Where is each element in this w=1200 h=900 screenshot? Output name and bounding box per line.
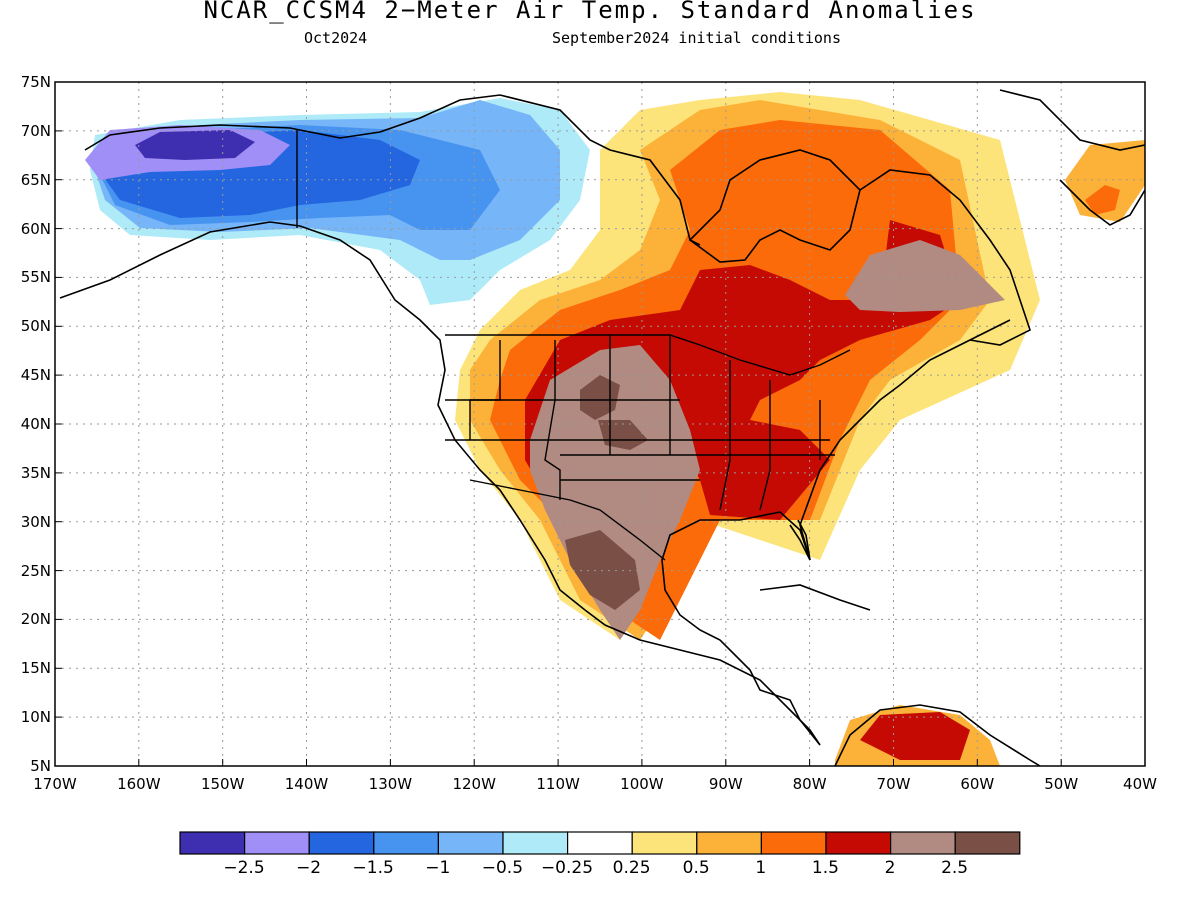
lat-label: 15N [21,659,51,677]
lat-label: 65N [21,171,51,189]
lon-label: 140W [285,775,329,793]
coastline-florida [789,519,811,561]
colorbar-label: 1 [755,858,766,878]
lat-label: 40N [21,415,51,433]
coastline-alaska-north [84,94,701,246]
colorbar-label: −0.5 [482,858,523,878]
lat-label: 75N [21,73,51,91]
colorbar-label: −2.5 [223,858,264,878]
colorbar-label: 0.25 [613,858,651,878]
coastline-south-america [834,704,1041,766]
colorbar-swatch [696,831,762,855]
lat-ticks [55,81,62,767]
lon-label: 110W [536,775,580,793]
colorbar-swatch [631,831,698,855]
colorbar-swatch [244,831,310,855]
colorbar: −2.5 −2 −1.5 −1 −0.5 −0.25 0.25 0.5 1 1.… [179,831,1021,878]
region-rockies-extreme-core [565,375,648,610]
colorbar-swatch [825,831,892,855]
colorbar-swatches [179,831,1021,855]
colorbar-swatch [308,831,375,855]
colorbar-label: −0.25 [541,858,593,878]
lat-label: 25N [21,562,51,580]
colorbar-swatch [502,831,569,855]
coastline-west [59,221,821,746]
lon-label: 160W [117,775,161,793]
lon-label: 120W [452,775,496,793]
anomaly-shading [85,92,1145,766]
lon-ticks [54,759,1146,766]
lon-label: 170W [33,775,77,793]
lon-label: 50W [1044,775,1078,793]
lon-label: 130W [369,775,413,793]
region-greenland-warm [1065,140,1145,222]
coastline-cuba [759,584,871,611]
coastline-hudson-bay [688,149,861,263]
lat-label: 60N [21,220,51,238]
initial-conditions: September2024 initial conditions [552,29,841,47]
region-greenland-warm-core [1085,185,1120,215]
colorbar-label: −1.5 [353,858,394,878]
coastline-gulf [661,319,1011,746]
map-title: NCAR_CCSM4 2−Meter Air Temp. Standard An… [203,0,977,24]
coastlines [59,89,1145,766]
colorbar-swatch [437,831,504,855]
valid-month: Oct2024 [304,29,368,47]
lat-label: 35N [21,464,51,482]
lat-labels: 75N 70N 65N 60N 55N 50N 45N 40N 35N 30N … [21,73,51,775]
lat-label: 10N [21,708,51,726]
lon-label: 80W [793,775,827,793]
colorbar-label: 2 [885,858,896,878]
lat-label: 50N [21,317,51,335]
lon-label: 100W [620,775,664,793]
lat-label: 30N [21,513,51,531]
lat-label: 45N [21,366,51,384]
lon-label: 40W [1123,775,1157,793]
colorbar-labels: −2.5 −2 −1.5 −1 −0.5 −0.25 0.25 0.5 1 1.… [223,858,968,878]
colorbar-label: 0.5 [683,858,710,878]
region-southwest-extreme [530,345,700,640]
colorbar-swatch [179,831,246,855]
colorbar-label: 1.5 [812,858,839,878]
coastline-labrador [859,169,1031,346]
lon-label: 70W [877,775,911,793]
colorbar-label: −1 [425,858,450,878]
lon-label: 150W [201,775,245,793]
region-alaska-cold-core [135,130,255,160]
lat-label: 70N [21,122,51,140]
lon-labels: 170W 160W 150W 140W 130W 120W 110W 100W … [33,775,1157,793]
lon-label: 60W [960,775,994,793]
colorbar-swatch [373,831,439,855]
coastline-greenland [999,89,1145,226]
graticule [55,82,1145,766]
lon-label: 90W [709,775,743,793]
colorbar-label: −2 [296,858,321,878]
political-borders [296,130,851,561]
colorbar-swatch [954,831,1021,855]
colorbar-swatch [566,831,633,855]
lat-label: 20N [21,610,51,628]
lat-label: 5N [30,757,51,775]
lat-label: 55N [21,268,51,286]
region-quebec-extreme [845,240,1005,312]
colorbar-swatch [889,831,956,855]
region-south-america-hot [860,712,970,760]
colorbar-swatch [760,831,827,855]
colorbar-label: 2.5 [941,858,968,878]
